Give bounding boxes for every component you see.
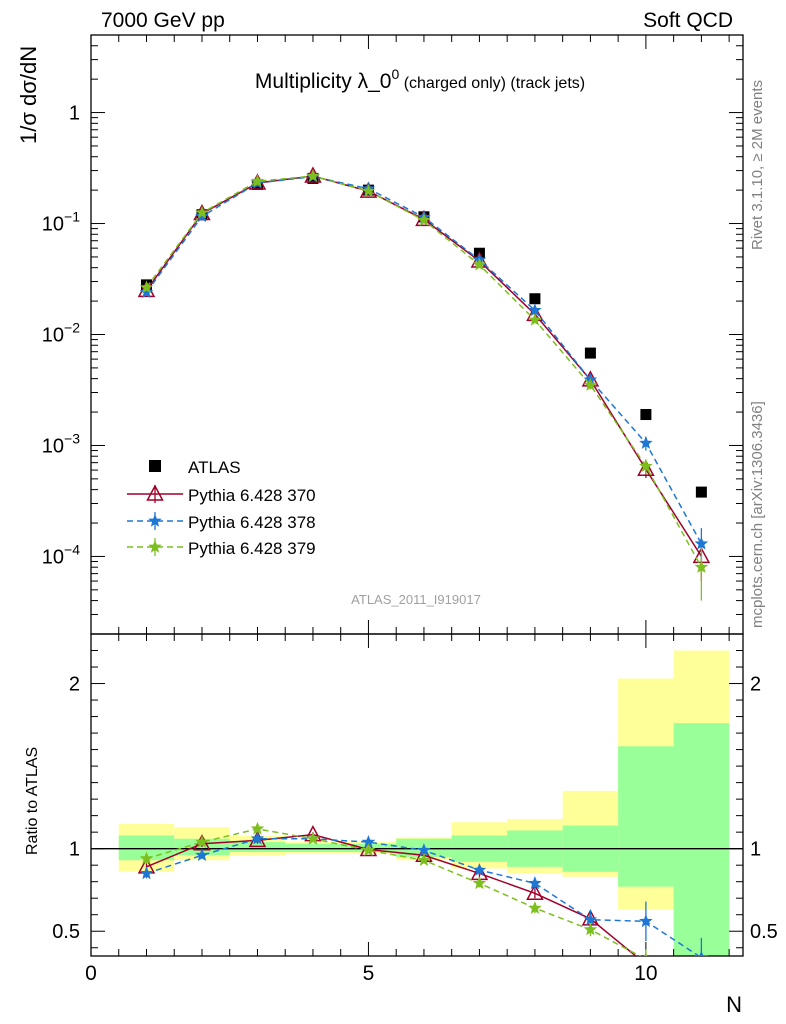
tick-base: 1 [69,103,80,125]
ratio-marker [195,834,209,848]
header-left-label: 7000 GeV pp [101,9,225,32]
title-superscript: 0 [391,66,399,82]
main-y-tick-label: 10−2 [42,320,80,347]
main-marker [528,312,542,326]
main-marker [139,280,154,294]
axes-layer [90,34,744,957]
legend-label-3: Pythia 6.428 379 [188,539,316,558]
ratio-y-tick-label: 1 [69,839,80,861]
rivet-side-label: Rivet 3.1.10, ≥ 2M events [749,80,766,250]
ratio-marker [250,831,265,845]
ratio-ylabel: Ratio to ATLAS [24,747,41,855]
ratio-marker [306,831,320,845]
ratio-marker [694,950,709,956]
ratio-marker [694,963,709,977]
ratio-marker [361,843,376,857]
legend-label-2: Pythia 6.428 378 [188,513,316,532]
tick-base: 10 [42,546,64,568]
main-y-tick-label: 10−3 [42,430,80,457]
main-series-layer [137,166,711,601]
legend: ATLAS Pythia 6.428 370 Pythia 6.428 378 Pyt… [127,458,316,558]
ratio-marker [195,848,209,861]
x-tick-label: 5 [363,962,375,985]
legend-marker-2 [148,513,162,527]
ratio-marker [139,851,154,865]
atlas-point [529,293,541,305]
main-y-tick-label: 10−1 [42,209,80,236]
ratio-y-tick-label-right: 2 [750,674,761,696]
tick-base: 10 [42,214,64,236]
legend-marker-3 [148,539,162,553]
main-marker [361,184,376,197]
mcplots-side-label: mcplots.cern.ch [arXiv:1306.3436] [749,401,766,628]
main-marker [417,213,431,226]
band-inner-3 [285,843,341,852]
band-inner-9 [618,746,674,887]
ratio-y-tick-label: 2 [69,674,80,696]
ratio-marker [526,883,544,901]
analysis-id-label: ATLAS_2011_I919017 [351,592,481,607]
tick-exponent: −3 [64,430,80,446]
ratio-frame [90,633,744,957]
tick-exponent: −1 [64,209,80,225]
tick-exponent: −4 [64,541,80,557]
header-right-label: Soft QCD [643,9,733,32]
ratio-marker [528,900,542,914]
tick-base: 10 [42,325,64,347]
ratio-marker [696,972,707,983]
ratio-y-tick-label: 0.5 [52,921,80,943]
main-ylabel: 1/σ dσ/dN [16,46,41,144]
main-marker [472,257,487,271]
ratio-marker [644,952,648,956]
ratio-marker [639,914,653,928]
main-marker [637,459,655,477]
main-y-tick-label: 10−4 [42,541,80,568]
main-marker [195,205,209,219]
ratio-marker [472,863,487,876]
ratio-marker [528,876,542,890]
ratio-marker [472,876,487,890]
legend-atlas-marker [149,460,161,472]
main-marker [139,285,154,299]
ratio-series-layer [137,821,709,983]
atlas-point [695,486,707,498]
main-title: Multiplicity λ_00 (charged only) (track … [255,66,585,93]
title-main-part: Multiplicity λ_0 [255,70,392,93]
atlas-point [584,347,596,359]
main-marker [694,536,709,550]
tick-base: 10 [42,435,64,457]
legend-label-0: ATLAS [188,458,241,477]
main-marker [250,174,265,188]
ratio-marker [583,912,598,926]
ratio-y-tick-label-right: 0.5 [750,921,778,943]
legend-label-1: Pythia 6.428 370 [188,486,316,505]
legend-marker-1 [146,484,164,501]
ratio-marker [250,821,265,835]
ratio-uncertainty-bands [118,650,730,956]
ratio-marker [583,922,598,936]
ratio-y-tick-label-right: 1 [750,839,761,861]
band-inner-10 [673,723,730,956]
ratio-marker [417,853,431,867]
main-series-line-2 [145,175,703,568]
main-marker [306,168,320,182]
main-marker [639,435,653,449]
tick-exponent: −2 [64,320,80,336]
main-marker [137,280,156,298]
main-marker [639,459,653,472]
title-rest: (charged only) (track jets) [399,75,585,92]
main-marker [694,560,709,573]
main-y-tick-label: 1 [69,103,80,125]
atlas-point [640,409,652,421]
ratio-xlabel: N [726,992,742,1017]
ratio-marker [139,866,154,880]
x-tick-label: 10 [634,962,657,985]
ratio-marker [417,843,431,857]
main-marker [583,377,598,391]
x-tick-label: 0 [85,962,97,985]
